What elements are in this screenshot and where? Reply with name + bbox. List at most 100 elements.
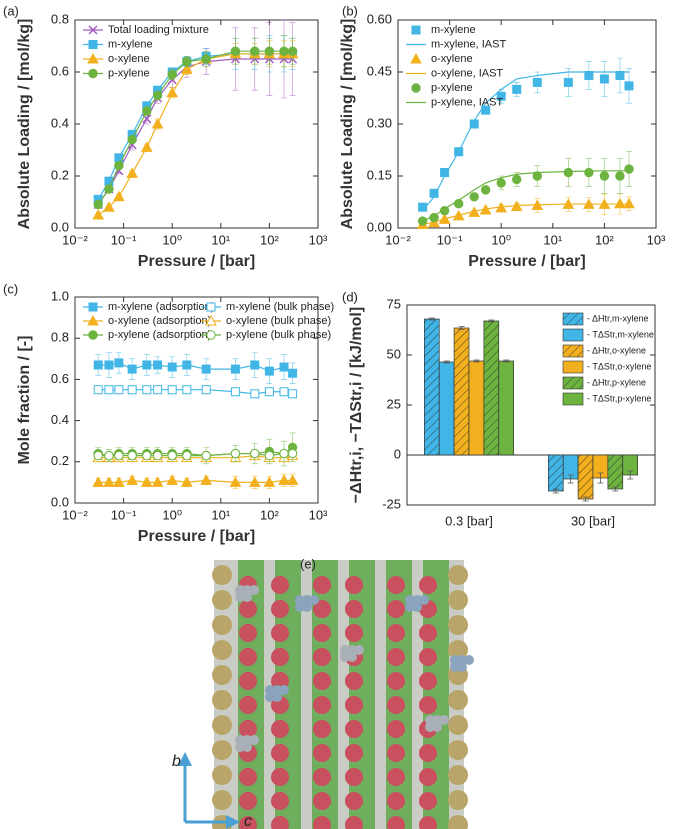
legend-label: p-xylene (adsorption) [108, 329, 211, 341]
atom [387, 624, 405, 642]
legend-marker [88, 25, 98, 35]
molecule-atom [302, 602, 312, 612]
marker [151, 476, 164, 487]
atom [212, 615, 232, 635]
atom [387, 816, 405, 829]
atom [212, 565, 232, 585]
atom [271, 816, 289, 829]
marker [151, 117, 164, 129]
marker [126, 474, 139, 485]
marker [113, 190, 125, 202]
legend-swatch [562, 360, 584, 374]
marker [248, 476, 261, 487]
x-tick-label: 10⁻¹ [437, 232, 463, 247]
molecule-atom [302, 595, 312, 605]
x-tick-label: 10⁻² [62, 507, 88, 522]
marker [142, 450, 152, 461]
molecule-atom [432, 722, 442, 732]
atom [387, 744, 405, 762]
molecule-atom [309, 595, 319, 605]
molecule-atom [249, 585, 259, 595]
marker [286, 474, 299, 485]
legend-marker [87, 52, 99, 64]
series-line [422, 71, 630, 212]
marker [92, 476, 105, 487]
atom [345, 624, 363, 642]
legend-marker [411, 25, 421, 35]
atom [387, 648, 405, 666]
atom [313, 768, 331, 786]
marker [439, 205, 450, 216]
atom [271, 648, 289, 666]
atom [419, 744, 437, 762]
bar [424, 318, 440, 456]
y-tick-label: 0.8 [51, 330, 69, 345]
x-tick-label: 10⁻¹ [111, 507, 137, 522]
marker [153, 385, 163, 395]
atom [313, 816, 331, 829]
molecule-atom [412, 602, 422, 612]
marker [563, 77, 573, 87]
marker [230, 387, 240, 397]
marker [152, 450, 163, 461]
atom [419, 624, 437, 642]
molecule-atom [279, 685, 289, 695]
bar [438, 361, 455, 456]
legend-label: o-xylene (adsorption) [108, 315, 211, 327]
series-line [422, 170, 630, 222]
x-axis-label: Pressure / [bar] [138, 253, 255, 270]
marker [532, 77, 542, 87]
atom [345, 600, 363, 618]
legend-marker [88, 302, 98, 312]
y-tick-label: 75 [387, 296, 401, 311]
atom [212, 640, 232, 660]
molecule-atom [464, 655, 474, 665]
atom [212, 765, 232, 785]
marker [279, 46, 289, 56]
marker [250, 448, 260, 459]
legend-label: - TΔStr,m-xylene [587, 329, 654, 339]
molecule-atom [242, 585, 252, 595]
error-bar [597, 472, 604, 484]
atom [448, 815, 468, 829]
y-tick-label: 0.6 [51, 371, 69, 386]
x-tick-label: 10³ [309, 507, 328, 522]
y-tick-label: 0.6 [51, 63, 69, 78]
marker [201, 364, 211, 374]
plot-frame [74, 296, 319, 504]
marker [496, 91, 506, 101]
atom [448, 615, 468, 635]
legend-label: p-xylene [431, 82, 473, 94]
atom [345, 720, 363, 738]
atom [387, 576, 405, 594]
atom [387, 768, 405, 786]
marker [182, 56, 192, 67]
y-tick-label: 0 [394, 446, 401, 461]
atom [448, 565, 468, 585]
x-tick-label: 10⁰ [491, 232, 511, 247]
marker [496, 178, 506, 188]
atom [313, 792, 331, 810]
molecule-atom [450, 655, 460, 665]
molecule-atom [432, 715, 442, 725]
axis-label: c [244, 813, 252, 829]
error-bar [612, 486, 619, 492]
molecule-atom [265, 685, 275, 695]
molecule-atom [405, 595, 415, 605]
error-bar [567, 474, 574, 484]
legend-label: m-xylene (adsorption) [108, 301, 214, 313]
panel-label: (d) [342, 289, 358, 304]
legend-label: p-xylene, IAST [431, 96, 503, 108]
molecule-atom [450, 662, 460, 672]
atom [239, 648, 257, 666]
x-axis-label: Pressure / [bar] [138, 528, 255, 545]
molecule-atom [242, 592, 252, 602]
y-tick-label: 0.4 [51, 412, 69, 427]
atom [239, 600, 257, 618]
error-bar [473, 359, 480, 363]
atom [271, 624, 289, 642]
molecule-atom [419, 595, 429, 605]
legend-marker [88, 40, 98, 49]
marker [93, 385, 103, 395]
bar [453, 327, 470, 456]
